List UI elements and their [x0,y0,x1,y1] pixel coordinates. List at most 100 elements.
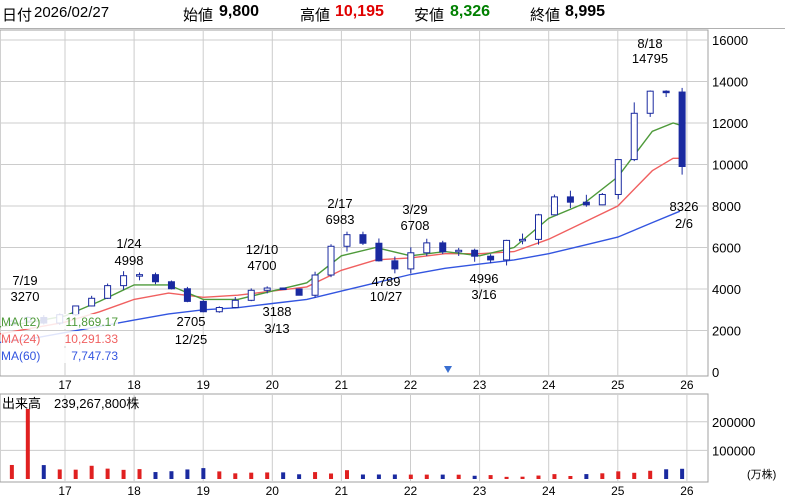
x-tick-label: 20 [266,378,280,392]
high-value: 10,195 [335,3,384,20]
volume-x-axis: 17 18 19 20 21 22 23 24 25 26 [58,484,694,498]
candle-body [88,297,96,307]
candle-body [151,274,159,283]
x-tick-label: 21 [335,378,349,392]
price-tick-label: 12000 [712,116,748,131]
x-tick-label: 18 [127,378,141,392]
volume-tick-label: 200000 [712,415,755,430]
volume-bar [536,475,541,479]
volume-x-tick-label: 21 [335,484,349,498]
volume-bar [408,474,413,479]
annotation-label: 7/19 [12,273,37,288]
volume-x-tick-label: 24 [542,484,556,498]
candle-body [455,249,463,253]
volume-axis: 100000 200000 [712,415,755,459]
low-label: 安値 [414,7,445,24]
price-tick-label: 4000 [712,282,741,297]
price-axis: 0 2000 4000 6000 8000 10000 12000 14000 16000 [712,33,748,380]
candle-body [519,238,527,242]
close-value: 8,995 [565,3,606,20]
annotation-label: 14795 [632,51,668,66]
candle-body [678,91,686,167]
annotation-label: 1/24 [116,236,141,251]
volume-bar [488,475,493,479]
ma-legend-bg [1,348,118,363]
volume-x-tick-label: 22 [404,484,418,498]
candle-body [327,245,335,276]
date-value: 2026/02/27 [34,4,110,21]
volume-bar [217,471,222,479]
annotation-label: 3/13 [264,321,289,336]
candle-body [614,159,622,195]
candle-body [566,196,574,203]
volume-x-tick-label: 17 [58,484,72,498]
volume-bar [105,468,110,479]
ma-legend-value: 7,747.73 [71,349,118,363]
x-axis: 17 18 19 20 21 22 23 24 25 26 [58,378,694,392]
price-tick-label: 10000 [712,158,748,173]
volume-x-tick-label: 23 [473,484,487,498]
volume-bar [616,471,621,479]
annotation-label: 10/27 [370,289,403,304]
volume-bar [632,472,637,479]
price-tick-label: 14000 [712,75,748,90]
candle-body [662,90,670,94]
volume-bar [376,474,381,479]
candle-body [550,196,558,216]
volume-bar [504,476,509,479]
ma24-line [0,157,680,335]
candle-body [136,274,144,277]
volume-bar [600,473,605,479]
volume-bar [297,474,302,479]
candle-body [215,307,223,313]
candle-body [295,288,303,296]
vertical-gridlines [64,31,688,376]
volume-x-tick-label: 19 [197,484,211,498]
candle-body [343,234,351,247]
volume-bar [664,469,669,479]
x-tick-label: 19 [197,378,211,392]
close-label: 終値 [530,7,561,24]
annotation-label: 12/25 [175,332,208,347]
annotation-label: 4789 [372,274,401,289]
candle-body [263,287,271,291]
volume-bar [249,472,254,479]
volume-bar [281,472,286,479]
date-label: 日付 [2,7,33,24]
annotation-label: 6708 [401,218,430,233]
x-tick-label: 25 [611,378,625,392]
volume-bar [233,473,238,479]
ma-legend-label: MA(24) [1,332,40,346]
volume-bar [392,474,397,479]
volume-x-tick-label: 25 [611,484,625,498]
price-tick-label: 2000 [712,324,741,339]
candle-body [311,274,319,296]
volume-bar [472,475,477,479]
ma-legend-bg [1,331,118,346]
volume-x-tick-label: 20 [266,484,280,498]
annotation-label: 12/10 [246,242,279,257]
volume-bar [329,473,334,479]
volume-bar [440,474,445,479]
candle-body [72,305,80,316]
candle-body [120,275,128,287]
candle-body [247,289,255,301]
candle-body [231,299,239,309]
price-tick-label: 0 [712,365,719,380]
open-label: 始値 [183,7,214,24]
volume-tick-label: 100000 [712,443,755,458]
ma-legend-value: 10,291.33 [65,332,119,346]
annotation-label: 3188 [263,304,292,319]
candle-body [487,255,495,261]
annotation-label: 3/29 [402,202,427,217]
price-tick-label: 16000 [712,33,748,48]
volume-bar [153,472,158,479]
candle-body [279,287,287,291]
annotation-label: 3270 [11,289,40,304]
volume-bar [680,468,685,479]
volume-bar [424,474,429,479]
volume-panel [0,393,709,483]
candle-body [503,239,511,261]
